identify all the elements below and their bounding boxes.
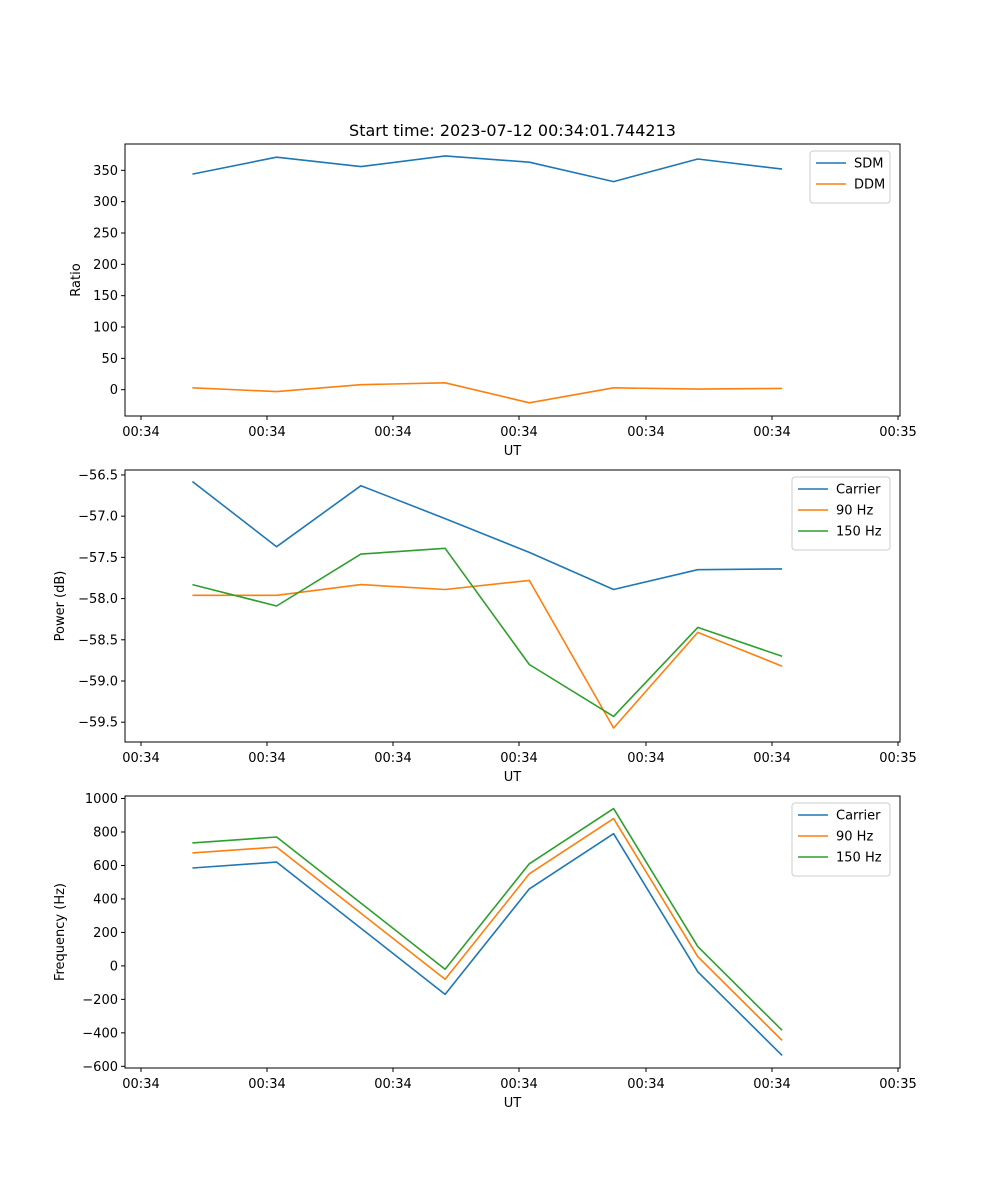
series-line-150-hz bbox=[192, 547, 783, 718]
y-tick-label: 350 bbox=[93, 164, 118, 179]
x-tick-label: 00:35 bbox=[879, 751, 916, 766]
y-tick-label: −400 bbox=[82, 1026, 118, 1041]
legend-entry: 90 Hz bbox=[836, 504, 873, 519]
legend-entry: 150 Hz bbox=[836, 525, 882, 540]
x-tick-label: 00:34 bbox=[122, 1077, 159, 1092]
y-tick-label: −600 bbox=[82, 1060, 118, 1075]
x-axis-label: UT bbox=[504, 1096, 522, 1111]
x-axis-label: UT bbox=[504, 444, 522, 459]
y-tick-label: 800 bbox=[93, 825, 118, 840]
panel-3: 00:34 00:34 00:34 00:34 00:34 00:34 00:35 −600 −… bbox=[53, 792, 917, 1111]
y-tick-label: 0 bbox=[110, 959, 118, 974]
y-tick-label: 250 bbox=[93, 226, 118, 241]
y-axis-label: Ratio bbox=[69, 263, 84, 296]
legend-entry: DDM bbox=[854, 178, 885, 193]
series-line-sdm bbox=[192, 155, 783, 183]
series-line-90-hz bbox=[192, 579, 783, 729]
x-tick-label: 00:34 bbox=[374, 1077, 411, 1092]
series-line-ddm bbox=[192, 381, 783, 404]
y-tick-label: 150 bbox=[93, 289, 118, 304]
series-line-carrier bbox=[191, 480, 783, 591]
x-tick-label: 00:34 bbox=[500, 425, 537, 440]
y-tick-label: −59.0 bbox=[78, 675, 118, 690]
x-tick-label: 00:34 bbox=[753, 1077, 790, 1092]
x-tick-label: 00:34 bbox=[500, 1077, 537, 1092]
y-tick-label: −56.5 bbox=[78, 468, 118, 483]
legend-entry: 90 Hz bbox=[836, 830, 873, 845]
x-tick-label: 00:34 bbox=[374, 425, 411, 440]
legend: Carrier 90 Hz 150 Hz bbox=[791, 476, 891, 551]
y-tick-label: 0 bbox=[110, 383, 118, 398]
y-tick-label: 600 bbox=[93, 859, 118, 874]
x-tick-label: 00:35 bbox=[879, 425, 916, 440]
x-tick-label: 00:34 bbox=[374, 751, 411, 766]
y-tick-label: −59.5 bbox=[78, 716, 118, 731]
x-axis-label: UT bbox=[504, 770, 522, 785]
legend: Carrier 90 Hz 150 Hz bbox=[791, 802, 891, 877]
y-tick-label: 200 bbox=[93, 926, 118, 941]
x-tick-label: 00:34 bbox=[500, 751, 537, 766]
x-tick-label: 00:34 bbox=[627, 425, 664, 440]
legend-box bbox=[809, 150, 891, 204]
series-line-90-hz bbox=[192, 817, 783, 1041]
x-tick-label: 00:34 bbox=[627, 751, 664, 766]
axes-frame bbox=[124, 143, 901, 417]
y-tick-label: 1000 bbox=[85, 792, 118, 807]
x-tick-label: 00:34 bbox=[248, 425, 285, 440]
panel-1: 00:34 00:34 00:34 00:34 00:34 00:34 00:35 0 50 10… bbox=[69, 143, 917, 459]
legend-entry: 150 Hz bbox=[836, 851, 882, 866]
plots-container: 00:34 00:34 00:34 00:34 00:34 00:34 00:35 0 50 10… bbox=[53, 143, 917, 1111]
y-tick-label: −58.5 bbox=[78, 633, 118, 648]
x-tick-label: 00:34 bbox=[753, 751, 790, 766]
y-tick-label: −57.0 bbox=[78, 510, 118, 525]
y-tick-label: 300 bbox=[93, 195, 118, 210]
legend-entry: Carrier bbox=[836, 483, 881, 498]
legend-entry: Carrier bbox=[836, 809, 881, 824]
legend: SDM DDM bbox=[809, 150, 891, 204]
x-tick-label: 00:34 bbox=[122, 751, 159, 766]
axes-frame bbox=[124, 469, 901, 743]
legend-entry: SDM bbox=[854, 157, 883, 172]
panel-2: 00:34 00:34 00:34 00:34 00:34 00:34 00:35 −59.5… bbox=[53, 468, 917, 785]
series-line-carrier bbox=[192, 832, 783, 1056]
y-axis-label: Power (dB) bbox=[53, 571, 68, 642]
y-tick-label: −58.0 bbox=[78, 592, 118, 607]
x-tick-label: 00:35 bbox=[879, 1077, 916, 1092]
x-tick-label: 00:34 bbox=[122, 425, 159, 440]
y-tick-label: 50 bbox=[101, 352, 118, 367]
x-tick-label: 00:34 bbox=[753, 425, 790, 440]
x-tick-label: 00:34 bbox=[627, 1077, 664, 1092]
y-tick-label: −57.5 bbox=[78, 551, 118, 566]
x-tick-label: 00:34 bbox=[248, 751, 285, 766]
y-tick-label: 200 bbox=[93, 258, 118, 273]
series-line-150-hz bbox=[192, 807, 783, 1031]
y-tick-label: 100 bbox=[93, 321, 118, 336]
y-tick-label: −200 bbox=[82, 993, 118, 1008]
x-tick-label: 00:34 bbox=[248, 1077, 285, 1092]
chart-title: Start time: 2023-07-12 00:34:01.744213 bbox=[349, 121, 676, 140]
y-tick-label: 400 bbox=[93, 892, 118, 907]
y-axis-label: Frequency (Hz) bbox=[53, 883, 68, 981]
